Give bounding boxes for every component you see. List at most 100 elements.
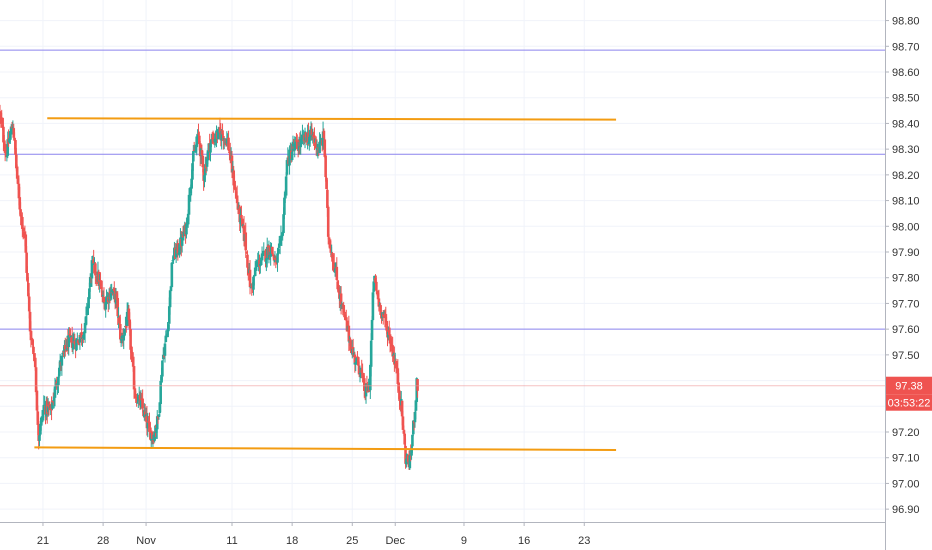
candle-body [282, 214, 285, 233]
candle-body [131, 357, 135, 367]
candle-body [241, 218, 244, 226]
candle-body [3, 149, 7, 153]
candle-body [47, 404, 51, 408]
candle-body [314, 139, 318, 149]
candle-body [335, 266, 339, 281]
candle-body [118, 317, 121, 324]
candle-body [15, 166, 19, 179]
candle-body [176, 243, 180, 254]
candle-body [81, 337, 84, 339]
trend-line [34, 446, 617, 451]
candle-body [323, 139, 327, 157]
candle-body [228, 151, 231, 153]
candle-body [72, 339, 76, 341]
candle-body [206, 150, 210, 161]
candle-body [192, 151, 195, 162]
y-tick-label: 97.20 [892, 427, 920, 439]
candle-body [201, 155, 205, 168]
candle-body [218, 127, 222, 133]
candle-body [318, 142, 321, 154]
candle-body [75, 339, 78, 351]
candle-body [227, 137, 230, 151]
candle-body [281, 232, 284, 236]
candle-body [220, 130, 223, 141]
candle-body [62, 351, 65, 353]
candle-body [377, 298, 381, 307]
candle-body [100, 287, 103, 289]
candle-body [410, 448, 413, 456]
candle-body [145, 415, 149, 429]
candle-body [52, 396, 56, 402]
candle-body [273, 259, 277, 263]
candle-body [347, 325, 351, 342]
candle-body [32, 346, 35, 353]
candle-body [233, 184, 236, 190]
candle-body [157, 414, 161, 417]
candle-body [15, 154, 18, 169]
candle-body [304, 132, 308, 138]
candle-body [153, 431, 156, 441]
candle-body [12, 128, 16, 138]
y-tick-label: 97.80 [892, 273, 920, 285]
grid-lines [0, 0, 885, 522]
candle-body [360, 369, 364, 373]
candle-body [97, 271, 101, 286]
y-tick-label: 98.20 [892, 170, 920, 182]
candle-body [268, 245, 272, 255]
candle-body [308, 136, 311, 144]
candle-body [405, 458, 408, 465]
candle-body [253, 267, 257, 277]
candle-body [271, 254, 275, 257]
candle-body [83, 322, 87, 334]
candle-body [383, 313, 387, 318]
candle-body [352, 353, 356, 356]
candle-body [244, 232, 248, 251]
candle-body [51, 402, 54, 409]
price-label: 97.38 [895, 381, 923, 393]
candle-body [125, 311, 129, 326]
candle-body [345, 320, 349, 332]
candle-body [186, 224, 189, 226]
candle-body [21, 227, 25, 232]
candle-body [82, 331, 86, 340]
candle-body [76, 339, 79, 341]
candle-body [343, 311, 346, 314]
candle-body [396, 368, 400, 384]
candle-body [0, 112, 3, 119]
candle-body [51, 400, 55, 403]
candle-body [234, 189, 237, 191]
countdown-box [886, 394, 932, 411]
candle-body [248, 269, 252, 288]
candle-body [167, 306, 171, 324]
candle-body [8, 138, 11, 143]
y-tick-label: 97.60 [892, 324, 920, 336]
candle-body [393, 355, 396, 365]
candle-body [210, 138, 214, 140]
candle-body [88, 288, 91, 299]
candle-body [294, 141, 297, 144]
candle-body [139, 399, 143, 407]
candle-body [413, 412, 417, 423]
candle-body [293, 143, 297, 151]
countdown-label: 03:53:22 [888, 398, 931, 410]
candle-body [99, 280, 102, 286]
candle-body [337, 287, 340, 293]
candle-body [239, 214, 242, 224]
candle-body [228, 152, 232, 161]
candle-body [135, 398, 138, 403]
candle-body [387, 330, 391, 335]
candle-body [411, 420, 415, 435]
candle-body [295, 141, 299, 148]
candle-body [14, 140, 17, 155]
candle-body [213, 139, 217, 142]
candle-body [90, 260, 94, 279]
candle-body [34, 367, 38, 393]
candle-body [333, 268, 337, 273]
x-tick-label: 9 [461, 535, 467, 547]
candle-body [398, 390, 401, 401]
candle-body [94, 263, 97, 276]
candle-body [308, 134, 312, 138]
candle-body [214, 138, 217, 140]
candle-body [146, 422, 150, 429]
